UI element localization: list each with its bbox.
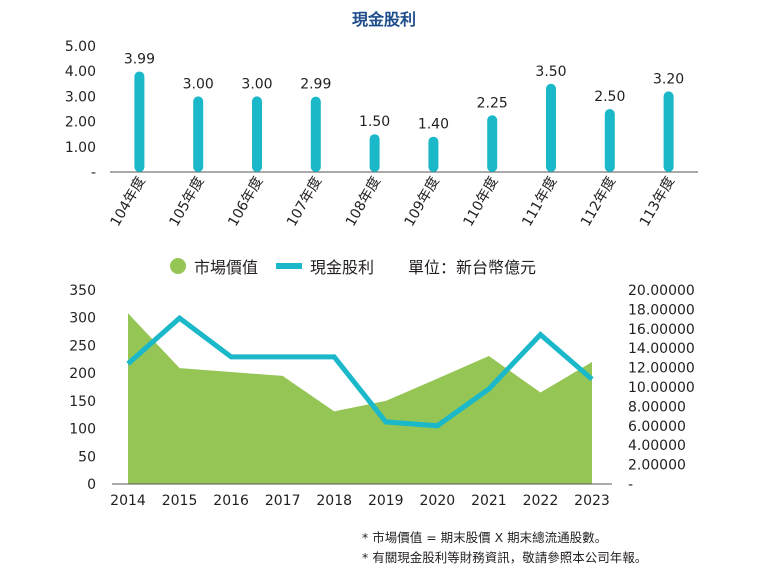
bar-chart-title: 現金股利 [351, 10, 416, 29]
dividend-bar-category-label: 112年度 [578, 174, 619, 229]
dividend-bar-category-label: 113年度 [637, 174, 678, 229]
combo-left-y-tick-label: 100 [69, 422, 96, 438]
combo-right-y-tick-label: 2.00000 [628, 458, 686, 474]
combo-right-y-tick-label: 6.00000 [628, 419, 686, 435]
market-value-area [128, 313, 592, 484]
combo-x-tick-label: 2017 [265, 493, 301, 509]
combo-left-y-tick-label: 0 [87, 477, 96, 493]
cash-dividend-line [126, 314, 594, 429]
combo-right-y-tick-label: 20.00000 [628, 283, 695, 299]
combo-x-tick-label: 2023 [574, 493, 610, 509]
bar-y-tick-label: 4.00 [65, 64, 96, 80]
dividend-bar [369, 134, 380, 172]
combo-x-tick-label: 2014 [110, 493, 146, 509]
dividend-bar [252, 96, 262, 172]
dividend-bar-category-label: 109年度 [402, 174, 443, 229]
legend-label-cash-dividend: 現金股利 [310, 258, 375, 277]
combo-right-y-tick-label: 4.00000 [628, 438, 686, 454]
legend-label-market-value: 市場價值 [194, 258, 259, 277]
combo-x-tick-label: 2020 [420, 493, 456, 509]
cash-dividend-bar-chart: - 1.00 2.00 3.00 4.00 5.00 3.99 104年度 3.00 105年度 3… [65, 39, 698, 229]
combo-x-tick-label: 2015 [162, 493, 198, 509]
legend-swatch-cash-dividend [276, 263, 303, 269]
dividend-bar-category-label: 106年度 [225, 174, 266, 229]
legend-item-cash-dividend: 現金股利 [276, 254, 374, 278]
combo-left-y-tick-label: 200 [69, 366, 96, 382]
combo-left-y-tick-label: 350 [69, 283, 96, 299]
combo-left-y-tick-label: 150 [69, 394, 96, 410]
combo-right-y-tick-label: - [628, 477, 633, 493]
dividend-bar-category-label: 104年度 [108, 174, 149, 229]
legend-item-market-value: 市場價值 [170, 254, 258, 278]
combo-x-tick-label: 2016 [213, 493, 249, 509]
bar-y-tick-label: 3.00 [65, 89, 96, 105]
dividend-bar-value-label: 3.00 [183, 76, 214, 92]
dividend-bar-value-label: 3.00 [241, 76, 272, 92]
bar-y-tick-label: - [91, 165, 96, 181]
combo-right-y-tick-label: 18.00000 [628, 302, 695, 318]
combo-right-y-tick-label: 16.00000 [628, 322, 695, 338]
bar-y-tick-label: 1.00 [65, 140, 96, 156]
dividend-bar-category-label: 105年度 [166, 174, 207, 229]
market-value-dividend-combo-chart: 0 50 100 150 200 250 300 350 - 2.00000 4.00000 6.00… [69, 283, 695, 509]
combo-x-tick-label: 2019 [368, 493, 404, 509]
combo-left-y-tick-label: 300 [69, 311, 96, 327]
dividend-bar [193, 96, 204, 172]
dividend-bar-value-label: 1.50 [359, 114, 390, 130]
dividend-bar-value-label: 2.50 [594, 89, 625, 105]
bar-y-tick-label: 2.00 [65, 115, 96, 131]
legend-swatch-market-value [170, 258, 186, 274]
combo-x-tick-label: 2018 [316, 493, 352, 509]
combo-left-y-tick-label: 250 [69, 338, 96, 354]
unit-label: 單位：新台幣億元 [408, 258, 537, 277]
combo-right-y-tick-label: 8.00000 [628, 399, 686, 415]
dividend-bar [604, 109, 615, 172]
combo-left-y-tick-label: 50 [78, 449, 96, 465]
combo-x-tick-label: 2022 [523, 493, 559, 509]
dividend-bar-category-label: 111年度 [519, 174, 560, 229]
dividend-bar-value-label: 3.99 [124, 51, 155, 67]
dividend-bar-value-label: 2.99 [300, 77, 331, 93]
dividend-bar [134, 71, 145, 172]
dividend-bar-category-label: 110年度 [460, 174, 501, 229]
dividend-bar-value-label: 1.40 [418, 117, 449, 133]
dividend-bar-value-label: 3.20 [653, 71, 684, 87]
dividend-bar [487, 115, 498, 172]
dividend-bar-value-label: 2.25 [477, 95, 508, 111]
dividend-bar [663, 91, 674, 172]
combo-right-y-tick-label: 10.00000 [628, 380, 695, 396]
dividend-bar-value-label: 3.50 [535, 64, 566, 80]
combo-chart-legend: 市場價值 現金股利 單位：新台幣億元 [170, 254, 536, 278]
dividend-bar [310, 96, 321, 172]
bar-y-tick-label: 5.00 [65, 39, 96, 55]
dividend-bar [428, 136, 439, 172]
footnotes: * 市場價值 = 期末股價 X 期末總流通股數。 * 有關現金股利等財務資訊，敬… [362, 528, 647, 568]
combo-right-y-tick-label: 12.00000 [628, 361, 695, 377]
dividend-bar-category-label: 108年度 [343, 174, 384, 229]
combo-x-tick-label: 2021 [471, 493, 507, 509]
combo-right-y-tick-label: 14.00000 [628, 341, 695, 357]
footnote-market-value-definition: * 市場價值 = 期末股價 X 期末總流通股數。 [362, 530, 608, 545]
dividend-bar-category-label: 107年度 [284, 174, 325, 229]
footnote-annual-report: * 有關現金股利等財務資訊，敬請參照本公司年報。 [362, 550, 648, 565]
dividend-bar [546, 83, 556, 172]
